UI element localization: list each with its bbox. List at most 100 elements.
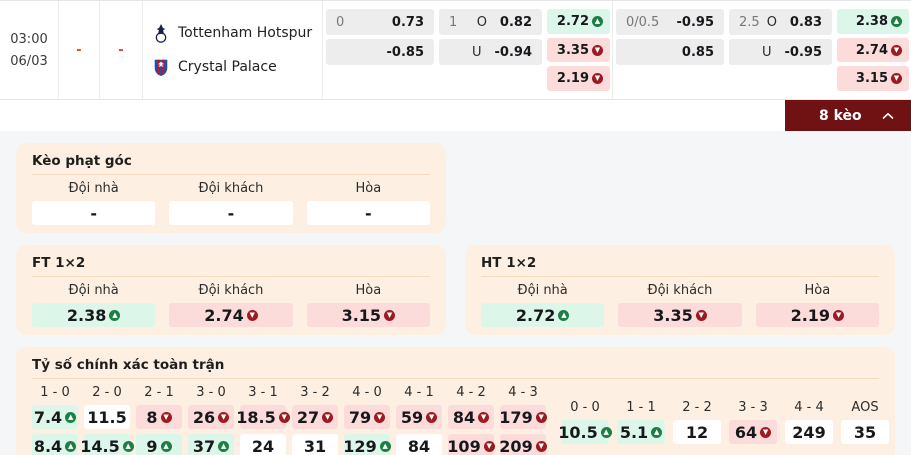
score-odds-cell[interactable]: 14.5 ▲ <box>80 434 134 455</box>
ft-1x2-home-cell[interactable]: 2.38 ▲ <box>837 9 909 34</box>
fh-handicap-away-cell[interactable]: -0.85 <box>326 39 434 65</box>
score-odds-cell[interactable]: 35 <box>841 420 889 444</box>
score-odds-cell[interactable]: 7.4 ▲ <box>32 405 78 429</box>
score-odds-cell[interactable]: 12 <box>673 420 721 444</box>
odds-value: 31 <box>303 436 327 455</box>
odds-value: 2.72 <box>556 13 589 29</box>
score-odds-cell[interactable]: 10.5 ▲ <box>558 420 612 444</box>
ht-1x2-title: HT 1×2 <box>481 251 879 277</box>
ft-handicap-home-cell[interactable]: 0/0.5 -0.95 <box>616 9 724 35</box>
score-odds-cell[interactable]: 209 ▼ <box>499 434 547 455</box>
away-score: - <box>100 1 143 99</box>
score-odds-cell[interactable]: 64 ▼ <box>729 420 777 444</box>
odds-count-label: 8 kèo <box>819 107 862 124</box>
corner-home-cell[interactable]: - <box>32 201 156 225</box>
score-header: 4 - 0 <box>352 385 382 400</box>
score-odds-cell[interactable]: 59 ▼ <box>396 405 442 429</box>
score-odds-cell[interactable]: 129 ▲ <box>343 434 391 455</box>
score-odds-cell[interactable]: 11.5 <box>84 405 130 429</box>
fh-handicap-home-cell[interactable]: 0 0.73 <box>326 9 434 35</box>
score-column: 3 - 2 27 ▼ 31 <box>292 385 338 455</box>
up-arrow-icon: ▲ <box>122 440 134 452</box>
away-column-header: Đội khách <box>198 181 264 196</box>
score-odds-cell[interactable]: 79 ▼ <box>344 405 390 429</box>
fh-1x2-draw-cell[interactable]: 2.19 ▼ <box>547 66 610 92</box>
score-odds-cell[interactable]: 26 ▼ <box>188 405 234 429</box>
score-odds-cell[interactable]: 24 <box>240 434 286 455</box>
score-column: 2 - 2 12 <box>673 400 721 444</box>
down-arrow-icon: ▼ <box>483 440 495 452</box>
kickoff-time: 03:00 <box>10 31 48 47</box>
score-header: 4 - 1 <box>404 385 434 400</box>
ft-under-cell[interactable]: U -0.95 <box>729 39 832 65</box>
score-odds-cell[interactable]: 5.1 ▲ <box>617 420 665 444</box>
score-odds-cell[interactable]: 37 ▲ <box>188 434 234 455</box>
score-header: 1 - 0 <box>40 385 70 400</box>
down-arrow-icon: ▼ <box>592 44 603 56</box>
handicap-line: 0/0.5 <box>626 14 660 30</box>
up-arrow-icon: ▲ <box>558 309 570 321</box>
odds-value: 179 <box>499 407 533 427</box>
score-odds-cell[interactable]: 31 <box>292 434 338 455</box>
score-column: 3 - 1 18.5 ▼ 24 <box>236 385 290 455</box>
up-arrow-icon: ▲ <box>651 426 663 438</box>
score-header: 2 - 2 <box>682 400 712 415</box>
ft-over-under-odds: 2.5 O 0.83 U -0.95 <box>729 9 832 91</box>
score-column: 2 - 0 11.5 14.5 ▲ <box>80 385 134 455</box>
draw-column-header: Hòa <box>355 283 382 298</box>
score-odds-cell[interactable]: 84 <box>396 434 442 455</box>
score-odds-cell[interactable]: 8.4 ▲ <box>32 434 78 455</box>
ht-away-odds-cell[interactable]: 3.35 ▼ <box>618 303 742 327</box>
score-odds-cell[interactable]: 179 ▼ <box>499 405 547 429</box>
fh-1x2-home-cell[interactable]: 2.72 ▲ <box>547 9 610 34</box>
score-odds-cell[interactable]: 249 <box>785 420 833 444</box>
odds-value: 7.4 <box>33 407 63 427</box>
ht-home-odds-cell[interactable]: 2.72 ▲ <box>481 303 605 327</box>
odds-value: 2.38 <box>855 13 888 29</box>
down-arrow-icon: ▼ <box>891 44 902 56</box>
odds-value: 8.4 <box>33 436 63 455</box>
home-team-row[interactable]: Tottenham Hotspur <box>152 22 322 44</box>
match-odds-row: 03:00 06/03 - - Tottenham Hotspur <box>0 0 911 100</box>
down-arrow-icon: ▼ <box>426 411 438 423</box>
score-odds-cell[interactable]: 9 ▲ <box>136 434 182 455</box>
fh-under-cell[interactable]: U -0.94 <box>439 39 542 65</box>
score-column: 4 - 0 79 ▼ 129 ▲ <box>343 385 391 455</box>
exact-score-card: Tỷ số chính xác toàn trận 1 - 0 7.4 ▲ 8.4… <box>16 347 895 455</box>
odds-value: 84 <box>452 407 476 427</box>
first-half-odds-group: 0 0.73 -0.85 1 O 0.82 U <box>323 1 613 99</box>
ft-draw-odds-cell[interactable]: 3.15 ▼ <box>306 303 430 327</box>
away-team-name: Crystal Palace <box>178 59 277 75</box>
ht-draw-odds-cell[interactable]: 2.19 ▼ <box>755 303 879 327</box>
chevron-up-icon <box>882 112 894 119</box>
score-odds-cell[interactable]: 27 ▼ <box>292 405 338 429</box>
score-odds-cell[interactable]: 8 ▼ <box>136 405 182 429</box>
home-column-header: Đội nhà <box>517 283 568 298</box>
score-odds-cell[interactable]: 84 ▼ <box>448 405 494 429</box>
ft-over-cell[interactable]: 2.5 O 0.83 <box>729 9 832 35</box>
fh-over-under-odds: 1 O 0.82 U -0.94 <box>439 9 542 91</box>
ft-home-odds-cell[interactable]: 2.38 ▲ <box>32 303 156 327</box>
ft-handicap-away-cell[interactable]: 0.85 <box>616 39 724 65</box>
score-odds-cell[interactable]: 18.5 ▼ <box>236 405 290 429</box>
ft-1x2-away-cell[interactable]: 2.74 ▼ <box>837 37 909 63</box>
corner-away-cell[interactable]: - <box>169 201 293 225</box>
odds-count-toggle-button[interactable]: 8 kèo <box>785 100 911 131</box>
down-arrow-icon: ▼ <box>592 73 603 85</box>
ft-away-odds-cell[interactable]: 2.74 ▼ <box>169 303 293 327</box>
corner-draw-cell[interactable]: - <box>306 201 430 225</box>
odds-value: 2.74 <box>204 305 244 325</box>
odds-value: -0.85 <box>386 44 424 60</box>
fh-over-cell[interactable]: 1 O 0.82 <box>439 9 542 35</box>
match-date: 06/03 <box>10 53 48 69</box>
score-odds-cell[interactable]: 109 ▼ <box>447 434 495 455</box>
away-team-row[interactable]: Crystal Palace <box>152 56 322 78</box>
home-column-header: Đội nhà <box>68 283 119 298</box>
fh-1x2-away-cell[interactable]: 3.35 ▼ <box>547 37 610 63</box>
corner-odds-card: Kèo phạt góc Đội nhà - Đội khách - Hòa - <box>16 143 446 233</box>
ft-1x2-draw-cell[interactable]: 3.15 ▼ <box>837 66 909 92</box>
odds-value: 9 <box>146 436 158 455</box>
up-arrow-icon: ▲ <box>160 440 172 452</box>
down-arrow-icon: ▼ <box>218 411 230 423</box>
up-arrow-icon: ▲ <box>109 309 121 321</box>
